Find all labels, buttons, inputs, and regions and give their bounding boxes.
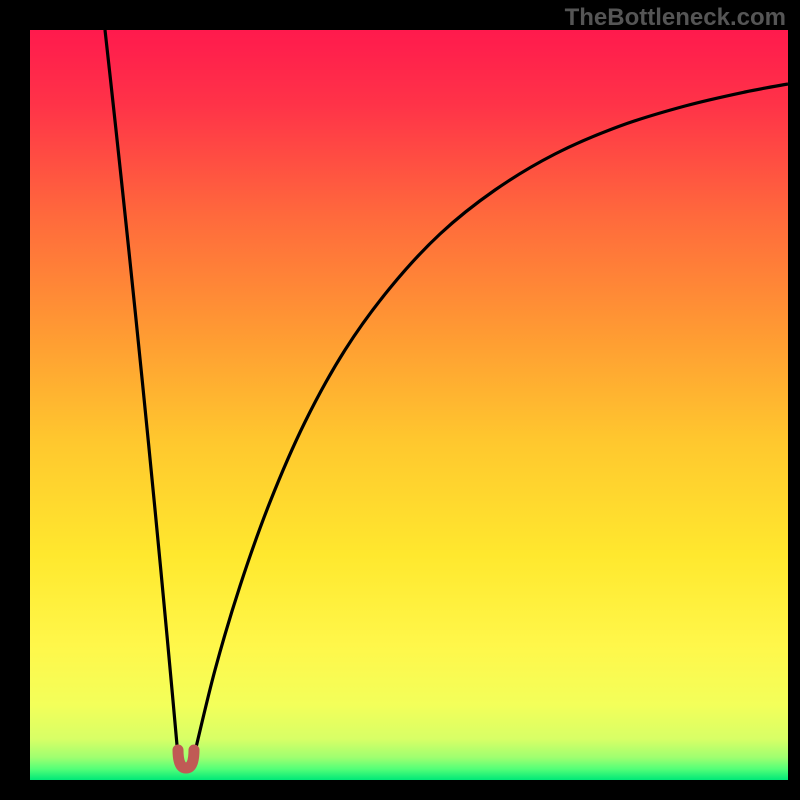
frame-bottom [0,780,800,800]
frame-right [788,0,800,800]
frame-left [0,0,30,800]
plot-area [30,30,788,780]
watermark-text: TheBottleneck.com [565,4,786,32]
